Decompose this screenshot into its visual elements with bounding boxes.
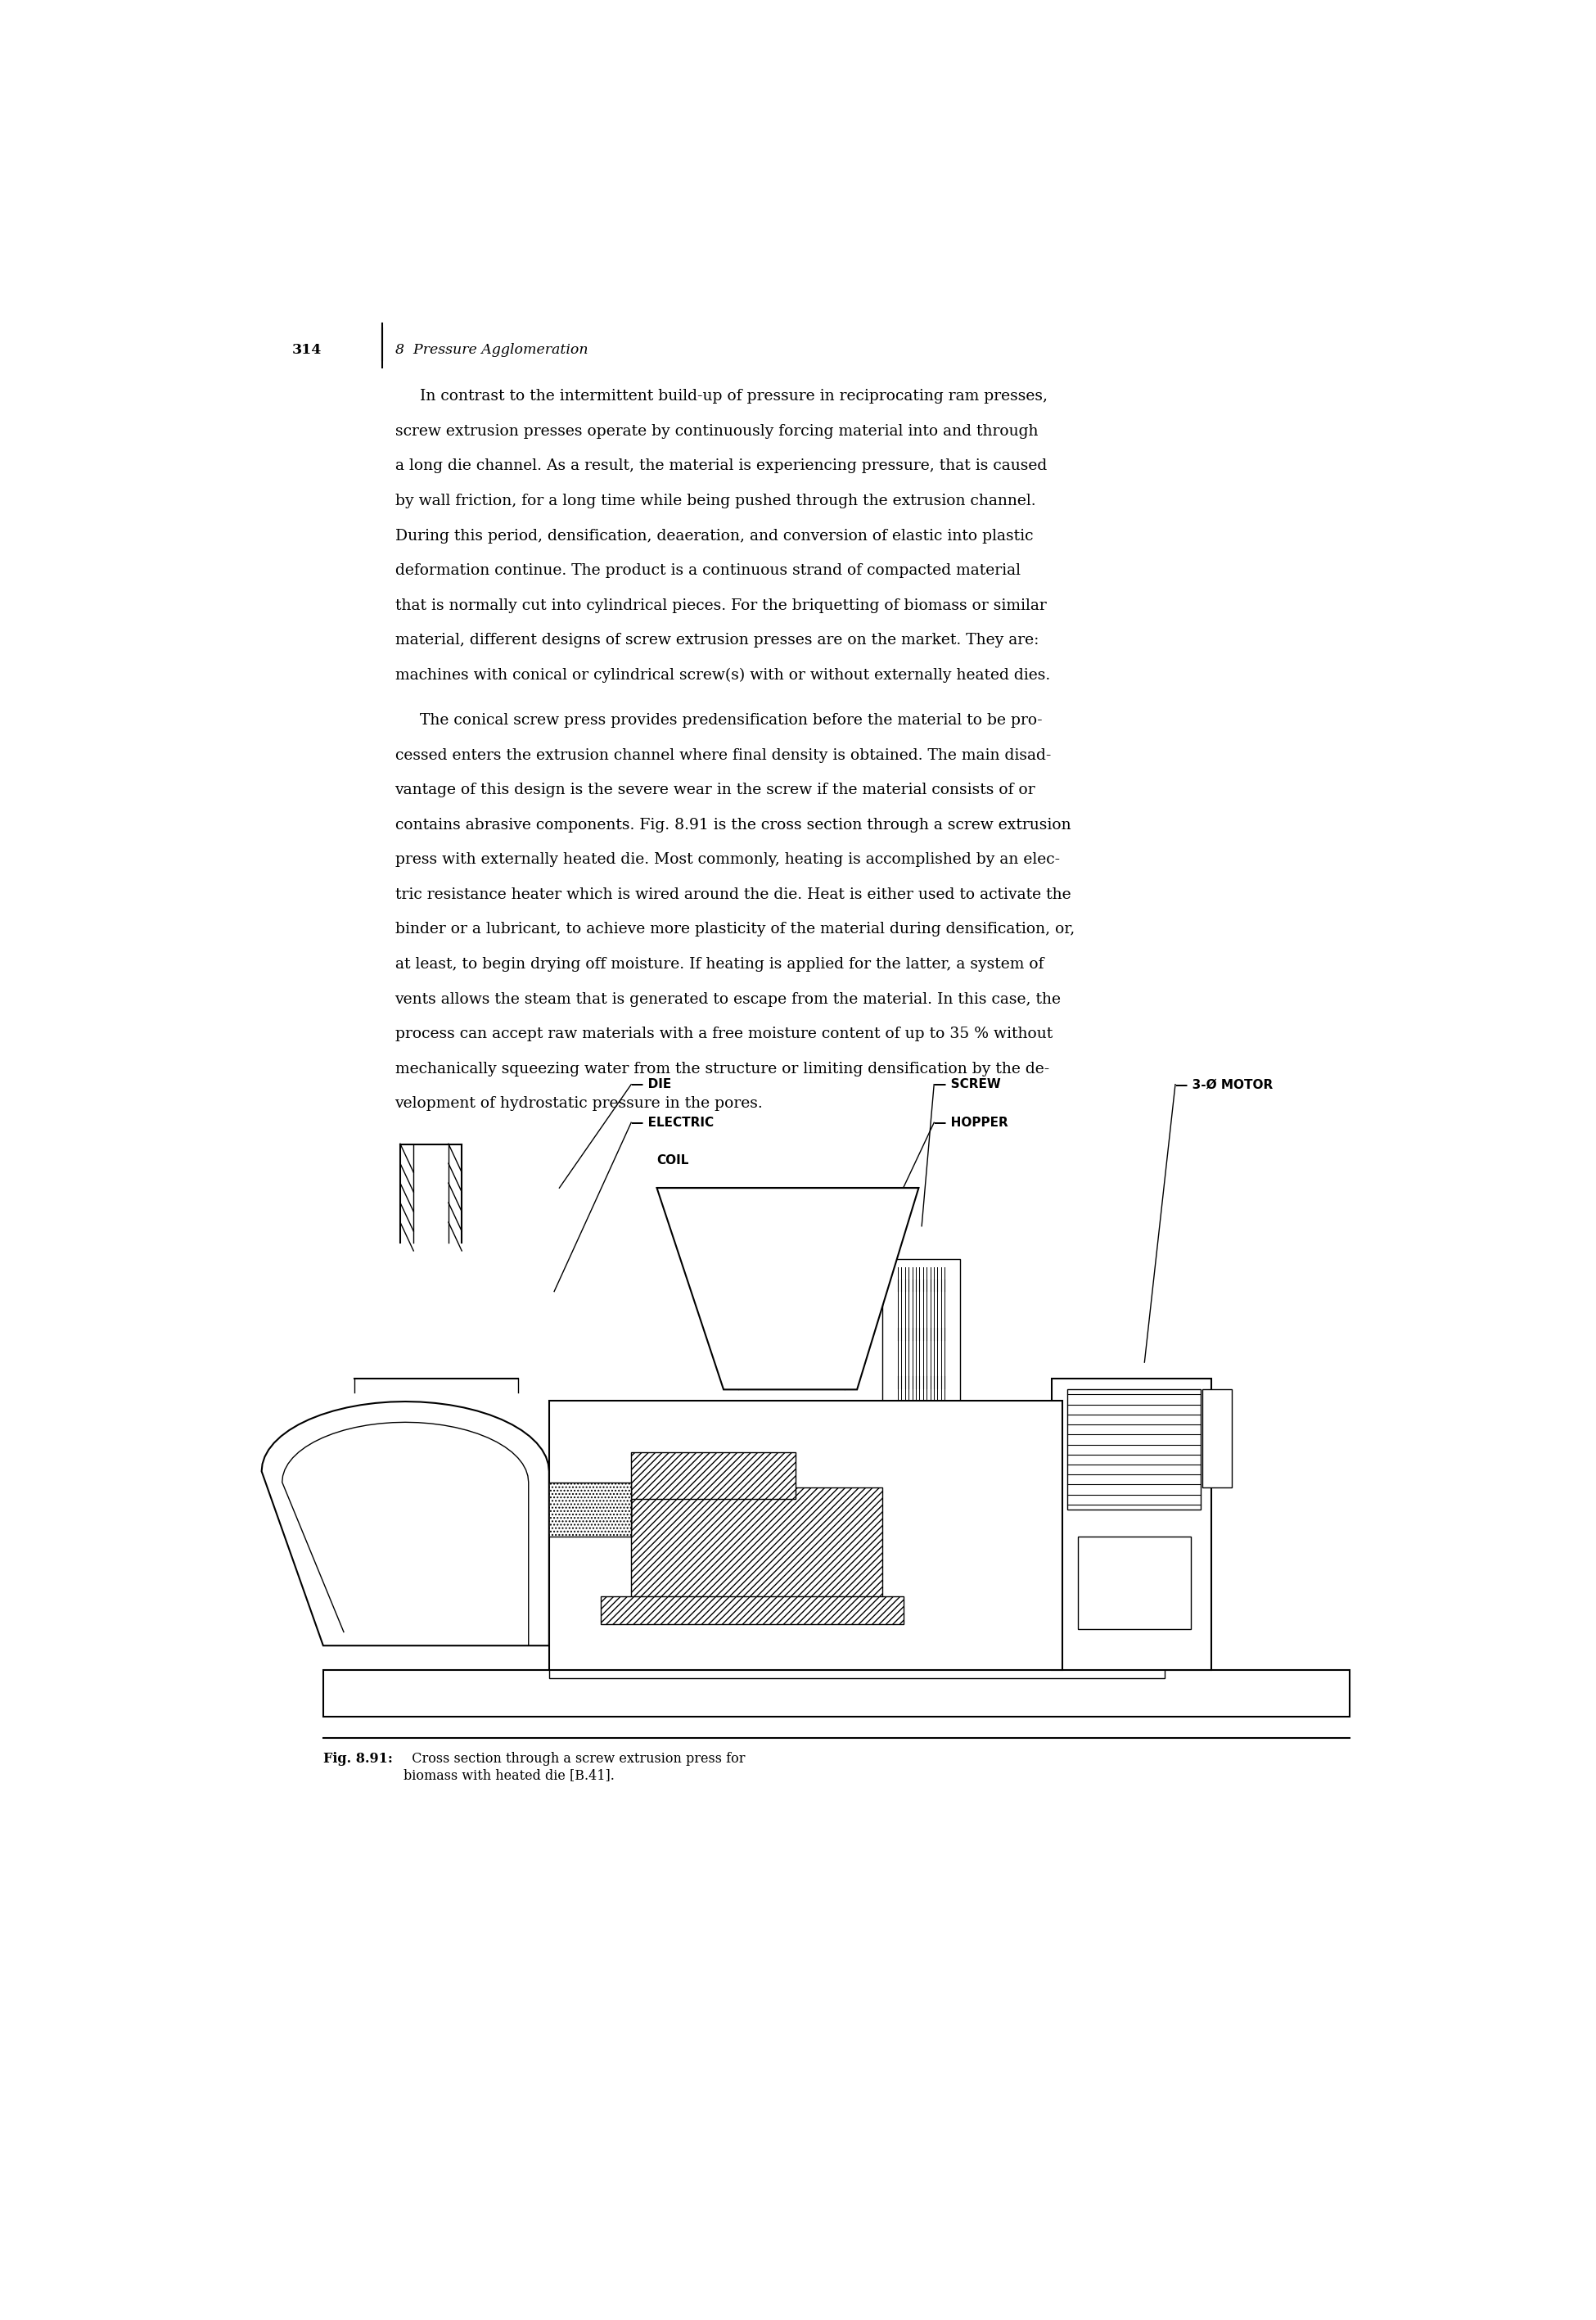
Bar [1068, 1390, 1200, 1510]
Text: press with externally heated die. Most commonly, heating is accomplished by an e: press with externally heated die. Most c… [394, 851, 1060, 868]
Text: at least, to begin drying off moisture. If heating is applied for the latter, a : at least, to begin drying off moisture. … [394, 956, 1044, 972]
Bar [600, 1596, 903, 1624]
Text: material, different designs of screw extrusion presses are on the market. They a: material, different designs of screw ext… [394, 633, 1039, 647]
Text: The conical screw press provides predensification before the material to be pro-: The conical screw press provides predens… [420, 712, 1042, 728]
Text: velopment of hydrostatic pressure in the pores.: velopment of hydrostatic pressure in the… [394, 1097, 763, 1111]
Text: deformation continue. The product is a continuous strand of compacted material: deformation continue. The product is a c… [394, 564, 1020, 578]
Text: — ELECTRIC: — ELECTRIC [630, 1116, 713, 1130]
Text: tric resistance heater which is wired around the die. Heat is either used to act: tric resistance heater which is wired ar… [394, 886, 1071, 902]
Text: machines with conical or cylindrical screw(s) with or without externally heated : machines with conical or cylindrical scr… [394, 668, 1050, 682]
Bar [426, 1482, 630, 1536]
Text: mechanically squeezing water from the structure or limiting densification by the: mechanically squeezing water from the st… [394, 1063, 1049, 1076]
Text: process can accept raw materials with a free moisture content of up to 35 % with: process can accept raw materials with a … [394, 1028, 1052, 1042]
Bar [322, 1499, 630, 1520]
Bar [1202, 1390, 1232, 1487]
Text: 314: 314 [292, 343, 322, 357]
Text: Cross section through a screw extrusion press for
biomass with heated die [B.41]: Cross section through a screw extrusion … [404, 1752, 745, 1782]
Text: — SCREW: — SCREW [934, 1079, 1001, 1090]
Text: contains abrasive components. Fig. 8.91 is the cross section through a screw ext: contains abrasive components. Fig. 8.91 … [394, 817, 1071, 833]
Text: that is normally cut into cylindrical pieces. For the briquetting of biomass or : that is normally cut into cylindrical pi… [394, 599, 1047, 612]
Text: cessed enters the extrusion channel where final density is obtained. The main di: cessed enters the extrusion channel wher… [394, 747, 1050, 763]
Text: vents allows the steam that is generated to escape from the material. In this ca: vents allows the steam that is generated… [394, 991, 1061, 1007]
Bar [322, 1670, 1350, 1717]
Text: — 3-Ø MOTOR: — 3-Ø MOTOR [1175, 1079, 1274, 1090]
Text: by wall friction, for a long time while being pushed through the extrusion chann: by wall friction, for a long time while … [394, 494, 1036, 508]
Text: binder or a lubricant, to achieve more plasticity of the material during densifi: binder or a lubricant, to achieve more p… [394, 921, 1074, 937]
Polygon shape [262, 1401, 549, 1645]
Text: vantage of this design is the severe wear in the screw if the material consists : vantage of this design is the severe wea… [394, 782, 1036, 798]
Polygon shape [658, 1188, 919, 1390]
Text: Fig. 8.91:: Fig. 8.91: [322, 1752, 393, 1766]
Text: COIL: COIL [658, 1155, 689, 1167]
Text: 8  Pressure Agglomeration: 8 Pressure Agglomeration [394, 343, 587, 357]
Bar [630, 1487, 883, 1608]
Bar [1077, 1536, 1191, 1629]
Bar [883, 1260, 959, 1640]
Text: — HOPPER: — HOPPER [934, 1116, 1009, 1130]
Text: In contrast to the intermittent build-up of pressure in reciprocating ram presse: In contrast to the intermittent build-up… [420, 390, 1047, 404]
Bar [549, 1401, 1063, 1670]
Bar [549, 1640, 1165, 1677]
Text: — DIE: — DIE [630, 1079, 672, 1090]
Bar [1052, 1378, 1211, 1670]
Bar [630, 1452, 795, 1499]
Bar [322, 1489, 630, 1529]
Text: During this period, densification, deaeration, and conversion of elastic into pl: During this period, densification, deaer… [394, 529, 1033, 543]
Text: a long die channel. As a result, the material is experiencing pressure, that is : a long die channel. As a result, the mat… [394, 459, 1047, 473]
Text: screw extrusion presses operate by continuously forcing material into and throug: screw extrusion presses operate by conti… [394, 425, 1037, 438]
